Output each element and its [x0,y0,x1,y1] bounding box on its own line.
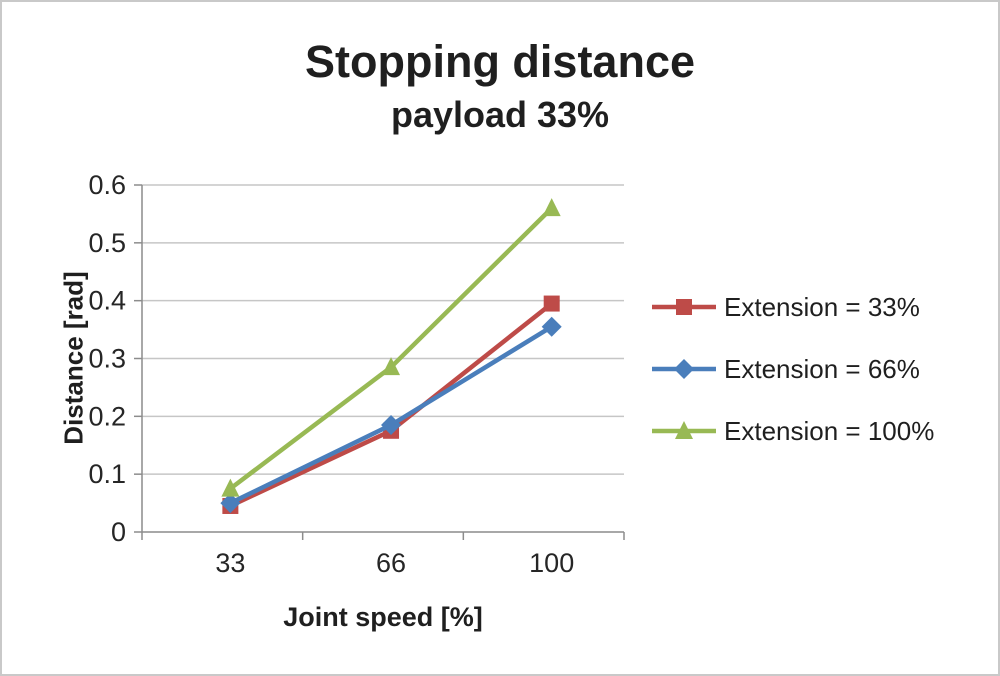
series-line [228,324,554,506]
y-tick-label: 0.4 [88,286,126,316]
legend-label: Extension = 66% [724,353,920,384]
square-marker-icon [676,299,692,315]
triangle-marker-icon [675,421,693,439]
y-tick-label: 0.2 [88,401,126,431]
legend: Extension = 33% Extension = 66% Extension … [650,286,934,452]
x-axis-title: Joint speed [%] [283,602,483,632]
diamond-marker-icon [674,359,694,379]
x-tick-label: 100 [529,548,574,578]
legend-key-icon [652,299,716,315]
triangle-marker-icon [542,198,561,217]
y-tick-label: 0.6 [88,170,126,200]
legend-item: Extension = 66% [650,348,934,390]
series-line [228,205,554,491]
chart-subtitle: payload 33% [390,94,610,135]
series [221,198,561,497]
triangle-marker-icon [382,357,401,376]
triangle-marker-icon [221,478,240,497]
square-marker-icon [543,295,560,312]
y-axis-title: Distance [rad] [58,271,89,445]
legend-key-icon [652,421,716,439]
y-tick-label: 0.3 [88,344,126,374]
legend-item: Extension = 100% [650,410,934,452]
legend-label: Extension = 33% [724,291,920,322]
series [220,316,562,514]
y-tick-label: 0.5 [88,228,126,258]
x-tick-label: 33 [215,548,245,578]
series-line [228,301,554,509]
diamond-marker-icon [381,415,402,436]
chart-title: Stopping distance [304,36,695,87]
diamond-marker-icon [220,493,241,514]
diamond-marker-icon [541,316,562,337]
y-tick-label: 0 [111,517,126,547]
legend-label: Extension = 100% [724,415,935,446]
y-tick-label: 0.1 [88,459,126,489]
legend-key-icon [652,359,716,379]
legend-item: Extension = 33% [650,286,934,328]
x-tick-label: 66 [376,548,406,578]
